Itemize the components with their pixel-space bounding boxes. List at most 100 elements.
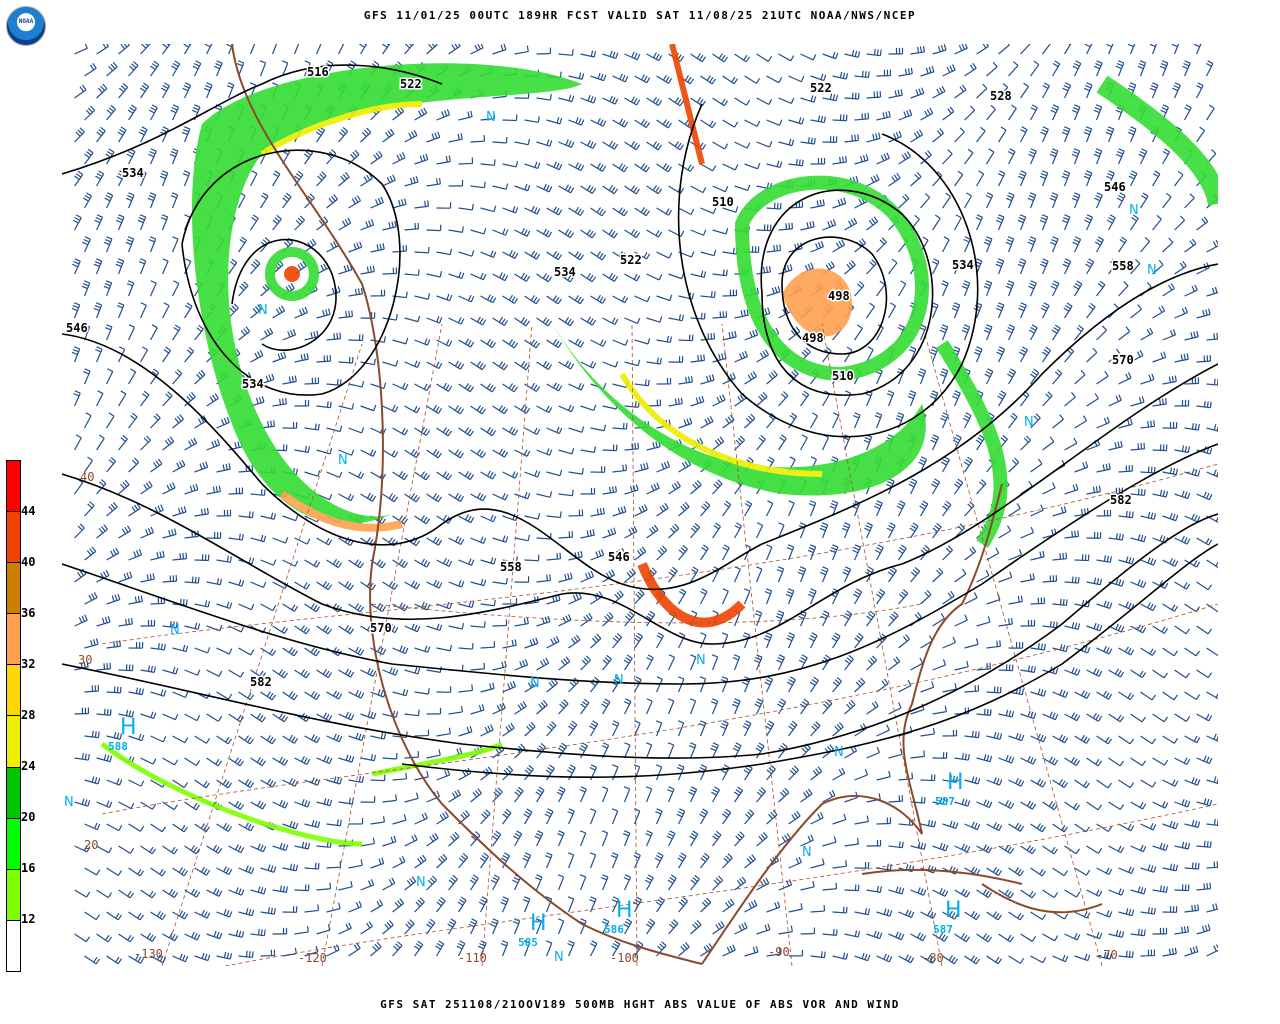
wind-barb [238,281,249,297]
wind-barb [544,808,554,825]
height-contour-label: 534 [952,258,974,272]
wind-barb [140,526,154,539]
wind-barb [898,772,914,781]
wind-barb [1152,927,1168,935]
wind-barb [602,317,619,326]
wind-barb [568,338,585,348]
wind-barb [316,171,327,187]
wind-barb [184,576,200,584]
wind-barb [1052,954,1069,963]
wind-barb [646,654,654,671]
wind-barb [206,624,223,632]
wind-barb [976,708,992,716]
wind-barb [920,65,935,77]
wind-barb [502,294,519,304]
wind-barb [480,470,497,480]
wind-barb [426,707,442,715]
wind-barb [1118,691,1135,701]
wind-barb [81,324,91,341]
wind-barb [1118,823,1135,832]
wind-barb [590,117,607,127]
wind-barb [370,732,387,740]
wind-barb [304,647,320,657]
wind-barb [688,786,698,803]
wind-barb [656,163,673,173]
wind-barb [954,568,967,583]
wind-barb [656,335,672,344]
wind-barb [844,699,856,715]
wind-barb [382,920,394,935]
wind-barb [1140,602,1157,612]
wind-barb [522,852,532,869]
wind-barb [1116,192,1126,209]
wind-barb [963,236,971,253]
wind-barb [118,525,132,539]
wind-barb [645,698,653,715]
wind-barb [853,588,863,605]
wind-barb [898,67,913,77]
wind-barb [954,660,969,671]
wind-barb [84,867,101,876]
wind-barb [392,772,408,781]
wind-barb [854,112,870,121]
wind-barb [1020,126,1028,143]
wind-barb [1020,619,1036,627]
wind-barb [876,280,886,297]
low-marker: N [258,303,268,318]
wind-barb [698,720,707,737]
wind-barb [646,52,663,62]
wind-barb [381,44,391,55]
wind-barb [1086,845,1103,854]
wind-barb [590,549,605,561]
wind-barb [756,391,768,407]
wind-barb [458,470,475,481]
wind-barb [93,302,103,319]
wind-barb [1118,866,1135,875]
wind-barb [514,786,524,803]
wind-barb [524,161,541,169]
wind-barb [699,808,709,825]
wind-barb [876,237,887,253]
wind-barb [942,545,953,561]
wind-barb [646,316,663,323]
wind-barb [150,867,166,877]
wind-barb [184,888,201,898]
wind-barb [162,346,171,363]
wind-barb [535,786,545,803]
wind-barb [766,160,783,168]
wind-barb [514,272,531,282]
wind-barb [184,931,201,941]
wind-barb [590,72,607,82]
high-symbol: H [947,770,964,795]
high-value: 588 [108,740,128,753]
wind-barb [1096,509,1112,517]
wind-barb [1174,399,1190,407]
wind-barb [668,397,683,407]
wind-barb [1152,170,1161,187]
wind-barb [96,845,113,854]
wind-barb [864,522,873,539]
wind-barb [1118,735,1134,745]
wind-barb [492,228,509,236]
wind-barb [678,334,694,342]
wind-barb [338,217,352,231]
wind-barb [1174,215,1186,231]
wind-barb [1094,192,1103,209]
wind-barb [632,896,642,913]
wind-barb [162,620,178,629]
wind-barb [644,874,654,891]
wind-barb [623,654,633,671]
wind-barb [316,924,331,935]
wind-barb [436,686,452,693]
wind-barb [910,87,925,99]
wind-barb [866,216,879,231]
wind-barb [1162,647,1179,657]
wind-barb [810,721,821,737]
wind-barb [1096,823,1113,832]
wind-barb [854,154,869,165]
wind-barb [502,765,514,781]
wind-barb [448,360,465,370]
wind-barb [1140,691,1156,701]
wind-barb [458,110,473,121]
